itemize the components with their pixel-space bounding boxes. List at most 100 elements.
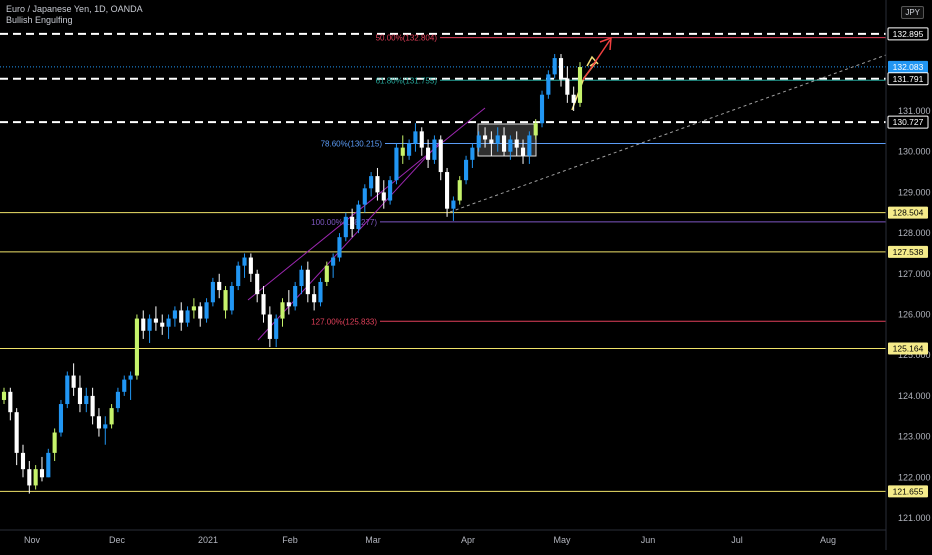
candle-body	[520, 147, 526, 156]
candle-body	[375, 176, 380, 193]
channel-lower-line	[257, 141, 441, 341]
price-label-box	[888, 485, 928, 498]
candle-body	[261, 294, 266, 315]
x-tick-label: 2021	[198, 535, 218, 545]
candle-body	[8, 391, 13, 413]
fib-level-label: 127.00%(125.833)	[311, 317, 377, 326]
candle-body	[204, 302, 209, 319]
candle-body	[305, 269, 310, 295]
candle-body	[179, 310, 184, 323]
candle-body	[229, 286, 234, 311]
projection-arrow-red	[582, 39, 611, 81]
x-tick-label: May	[553, 535, 571, 545]
x-tick-label: Jul	[731, 535, 743, 545]
y-tick-label: 126.000	[898, 310, 931, 320]
candle-body	[457, 180, 462, 201]
candle-body	[445, 172, 450, 209]
price-label-box	[888, 60, 928, 73]
x-tick-label: Aug	[820, 535, 836, 545]
fib-level-label: 78.60%(130.215)	[321, 140, 383, 149]
candle-body	[577, 67, 583, 103]
price-label-box	[887, 27, 929, 41]
consolidation-box	[477, 123, 537, 157]
price-label-box	[888, 206, 928, 219]
candle-body	[172, 310, 177, 319]
candle-body	[65, 375, 70, 405]
price-label-text: 128.504	[893, 208, 924, 218]
candle-body	[438, 139, 443, 173]
candle-body	[71, 375, 76, 388]
candle-body	[501, 135, 507, 152]
price-label-box	[887, 72, 929, 86]
candle-body	[527, 135, 532, 156]
candle-body	[426, 147, 431, 160]
candle-body	[90, 395, 95, 417]
price-label-text: 132.895	[893, 29, 924, 39]
candle-body	[128, 375, 133, 380]
y-tick-label: 127.000	[898, 269, 931, 279]
y-tick-label: 131.000	[898, 106, 931, 116]
candle-body	[77, 387, 83, 405]
candle-body	[58, 404, 64, 433]
price-label-box	[888, 245, 928, 258]
candle-body	[27, 469, 32, 486]
candle-body	[280, 302, 285, 319]
candle-body	[552, 58, 557, 75]
y-tick-label: 130.000	[898, 147, 931, 157]
y-tick-label: 128.000	[898, 228, 931, 238]
candle-body	[533, 123, 538, 136]
candle-body	[381, 192, 386, 201]
price-label-box	[888, 342, 928, 355]
candle-body	[141, 318, 146, 331]
y-tick-label: 121.000	[898, 513, 931, 523]
candle-body	[160, 322, 165, 327]
y-tick-label: 125.000	[898, 350, 931, 360]
candle-body	[419, 131, 424, 148]
y-tick-label: 122.000	[898, 472, 931, 482]
candle-body	[210, 281, 215, 303]
candle-body	[514, 139, 519, 148]
candle-body	[84, 395, 89, 405]
candle-body	[1, 391, 7, 400]
candle-body	[451, 200, 456, 209]
candle-body	[476, 135, 481, 148]
candle-body	[267, 314, 272, 339]
candle-body	[96, 416, 102, 429]
price-label-box	[887, 115, 929, 129]
candle-body	[337, 237, 342, 258]
price-label-text: 127.538	[893, 247, 924, 257]
candle-body	[122, 379, 127, 392]
candle-body	[115, 391, 120, 409]
candle-body	[52, 432, 57, 453]
chart-legend: Euro / Japanese Yen, 1D, OANDA Bullish E…	[6, 4, 143, 26]
candle-body	[109, 408, 114, 425]
indicator-title: Bullish Engulfing	[6, 15, 73, 25]
symbol-title: Euro / Japanese Yen, 1D, OANDA	[6, 4, 143, 14]
arrow-head-red	[599, 36, 612, 51]
candle-body	[571, 94, 576, 103]
candle-body	[495, 135, 500, 144]
candle-body	[508, 139, 513, 152]
fib-level-label: 61.80%(131.755)	[376, 76, 438, 85]
candle-body	[191, 306, 196, 311]
candle-body	[33, 469, 38, 486]
candle-body	[464, 159, 469, 181]
candle-body	[103, 424, 108, 429]
candle-body	[350, 216, 355, 230]
y-tick-label: 129.000	[898, 187, 931, 197]
candle-body	[46, 452, 51, 478]
candle-body	[293, 286, 298, 307]
x-tick-label: Mar	[365, 535, 381, 545]
candle-body	[343, 216, 348, 238]
candle-body	[362, 188, 367, 205]
candle-body	[558, 58, 564, 79]
candle-body	[198, 306, 203, 319]
currency-badge[interactable]: JPY	[901, 6, 924, 19]
candle-body	[369, 176, 374, 189]
candle-body	[274, 318, 279, 339]
candle-body	[39, 469, 45, 478]
price-label-text: 121.655	[893, 486, 924, 496]
